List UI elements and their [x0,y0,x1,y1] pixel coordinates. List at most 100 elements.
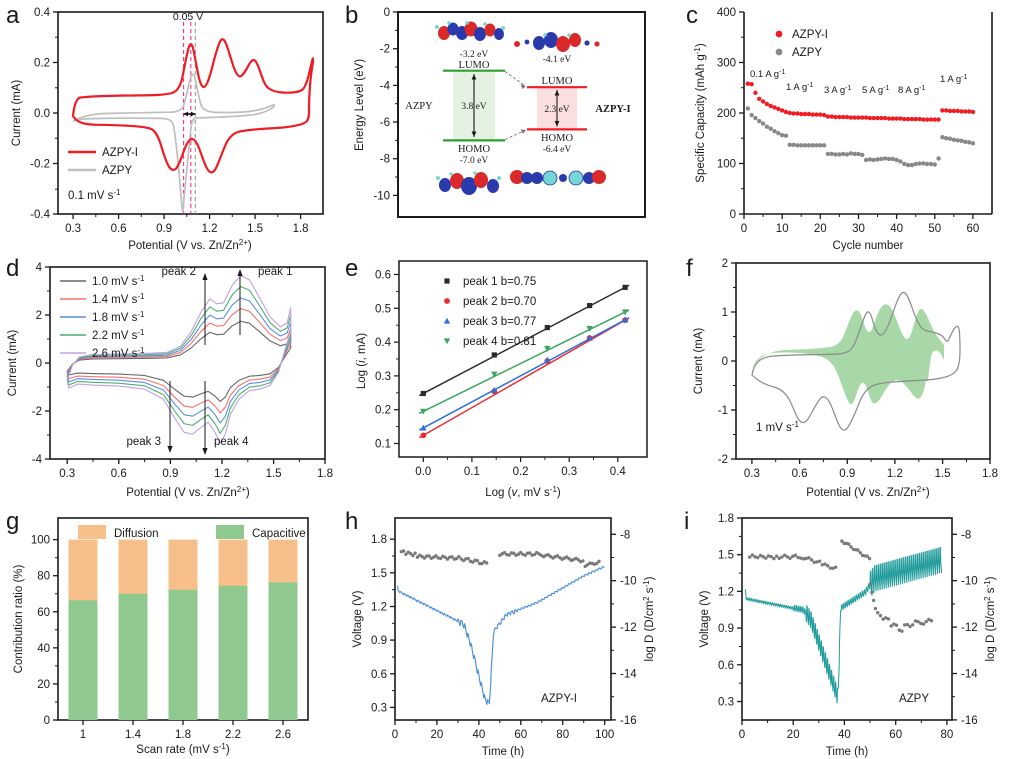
panel-d: d -4 -2 0 2 4 [0,253,341,506]
panel-f-capacitive-area [752,304,944,405]
panel-a-plot: -0.4 -0.2 0.0 0.2 0.4 0.3 0.6 [11,7,324,252]
panel-c-xtick-3: 30 [852,223,865,235]
panel-f-xtick-1: 0.6 [792,468,808,480]
panel-d-peak-label-1: peak 1 [258,266,293,278]
panel-c-rate-label-3: 5 A g-1 [862,85,889,97]
svg-text:1.8 mV s-1: 1.8 mV s-1 [92,310,145,325]
svg-text:peak 4 b=0.81: peak 4 b=0.81 [463,336,536,348]
panel-e-ytick-4: 0.5 [375,303,391,315]
panel-a-ylabel: Current (mA) [11,80,23,147]
panel-i-frame [741,517,953,721]
panel-h-ylabel-right: log D (D/cm2 s-1) [642,576,657,661]
panel-b-azpy-gap: 3.8 eV [461,102,486,112]
panel-e-xlabel: Log (v, mV s-1) [485,485,561,500]
panel-i-ytick-1: 0.6 [718,660,734,672]
panel-d-ytick-2: 0 [36,358,42,370]
panel-c-plot: 0 100 200 300 400 0 1 [693,7,993,252]
panel-g-ytick-2: 40 [37,643,50,655]
panel-i-xtick-1: 20 [787,729,800,741]
panel-c-y-axis: 0 100 200 300 400 [717,7,744,221]
panel-d-ytick-3: 2 [36,310,42,322]
panel-a-legend: AZPY-I AZPY [68,147,138,177]
panel-h-y-axis-left: 0.3 0.6 0.9 1.2 1.5 1.8 [371,534,395,714]
panel-g-y-axis: 0 20 40 60 80 100 [31,535,58,727]
svg-text:2.6 mV s-1: 2.6 mV s-1 [92,346,145,361]
panel-b-azpyi-homo-value: -6.4 eV [543,145,572,155]
panel-f-ytick-3: 1 [722,307,728,319]
panel-d-xtick-5: 1.8 [317,468,333,480]
panel-d-xtick-1: 0.6 [111,468,127,480]
panel-e-xtick-0: 0.0 [415,466,431,478]
panel-b-connectors [504,71,526,140]
panel-a-ytick-4: 0.4 [34,7,51,19]
panel-f-xtick-0: 0.3 [744,468,760,480]
panel-d-ytick-4: 4 [36,262,43,274]
panel-c-xtick-0: 0 [741,223,747,235]
panel-g-legend: Diffusion Capacitive [78,525,306,540]
panel-h-xlabel: Time (h) [482,746,525,758]
panel-i-ytick-right-3: -10 [961,576,978,588]
panel-a-ytick-0: -0.4 [30,209,50,221]
panel-d-ylabel: Current (mA) [7,330,19,397]
panel-b-azpy-name: AZPY [405,101,433,112]
panel-b-azpyi-lumo-label: LUMO [542,76,573,87]
panel-c-ytick-2: 200 [717,108,736,120]
panel-i-y-axis-left: 0.3 0.6 0.9 1.2 1.5 1.8 [718,513,742,709]
panel-i-label: i [684,508,690,535]
panel-c-ytick-0: 0 [730,209,736,221]
panel-i-xlabel: Time (h) [826,746,869,758]
panel-b-orbital-azpyi-homo [510,170,606,186]
panel-e-ylabel: Log (i, mA) [356,333,368,389]
panel-a-xtick-4: 1.5 [247,223,263,235]
panel-d-x-axis: 0.3 0.6 0.9 1.2 1.5 1.8 [59,459,333,480]
svg-text:1.0 mV s-1: 1.0 mV s-1 [92,274,145,289]
panel-i-ytick-right-1: -14 [961,669,978,681]
panel-d-xtick-4: 1.5 [266,468,282,480]
panel-a-gap-label: 0.05 V [173,11,203,23]
panel-b-azpy-homo-label: HOMO [458,144,491,155]
svg-text:peak 3 b=0.77: peak 3 b=0.77 [463,316,536,328]
panel-f-xtick-5: 1.8 [982,468,998,480]
panel-c-ytick-4: 400 [717,7,736,19]
panel-e-legend: peak 1 b=0.75 peak 2 b=0.70 peak 3 b=0.77 p… [443,276,536,348]
panel-i-ytick-4: 1.5 [718,550,734,562]
panel-i-x-axis: 0 20 40 60 80 [739,720,953,741]
panel-i-ylabel-right: log D (D/cm2 s-1) [983,576,998,661]
panel-h-y-axis-right: -8 -10 -12 -14 -16 [611,529,637,727]
panel-i-ytick-5: 1.8 [718,513,734,525]
svg-text:2.2 mV s-1: 2.2 mV s-1 [92,328,145,343]
panel-c-rate-label-2: 3 A g-1 [824,85,851,97]
panel-b-label: b [345,2,359,29]
panel-h-ytick-right-1: -14 [620,669,637,681]
panel-a-x-axis: 0.3 0.6 0.9 1.2 1.5 1.8 [65,214,309,235]
panel-e-ytick-0: 0.1 [375,439,391,451]
panel-e-xtick-2: 0.2 [513,466,529,478]
panel-c-series-azpy-i [745,81,976,122]
panel-a-ytick-2: 0.0 [34,108,50,120]
panel-a-xtick-5: 1.8 [293,223,309,235]
panel-e-xtick-1: 0.1 [464,466,480,478]
panel-f-plot: -2 -1 0 1 2 0.3 0.6 0.9 [693,258,998,500]
panel-h-sample-annotation: AZPY-I [541,693,577,705]
panel-g-legend-label-0: Diffusion [114,528,159,540]
svg-text:peak 1 b=0.75: peak 1 b=0.75 [463,276,536,288]
panel-b-azpy-lumo-label: LUMO [459,60,490,71]
panel-g-ytick-1: 20 [37,679,50,691]
panel-c-xtick-6: 60 [967,223,980,235]
panel-g-ytick-4: 80 [37,571,50,583]
panel-g-legend-swatch-diffusion [78,525,106,539]
panel-b-y-axis: 0 -2 -4 -6 -8 -10 [373,7,398,202]
panel-c-ytick-1: 100 [717,159,736,171]
panel-g-bars [68,539,298,720]
panel-h-xtick-5: 100 [595,729,614,741]
panel-h-xtick-1: 20 [431,729,444,741]
panel-e-y-axis: 0.1 0.2 0.3 0.4 0.5 0.6 [375,270,399,451]
panel-i-ylabel: Voltage (V) [699,590,711,647]
panel-i-ytick-2: 0.9 [718,623,734,635]
panel-a: a -0.4 -0.2 0.0 0.2 0.4 [0,0,341,253]
panel-h-ytick-4: 1.5 [371,568,387,580]
panel-a-rate-annotation: 0.1 mV s-1 [68,188,121,203]
panel-c: c 0 100 200 300 400 [682,0,1024,253]
panel-f-xlabel: Potential (V vs. Zn/Zn2+) [806,485,930,500]
